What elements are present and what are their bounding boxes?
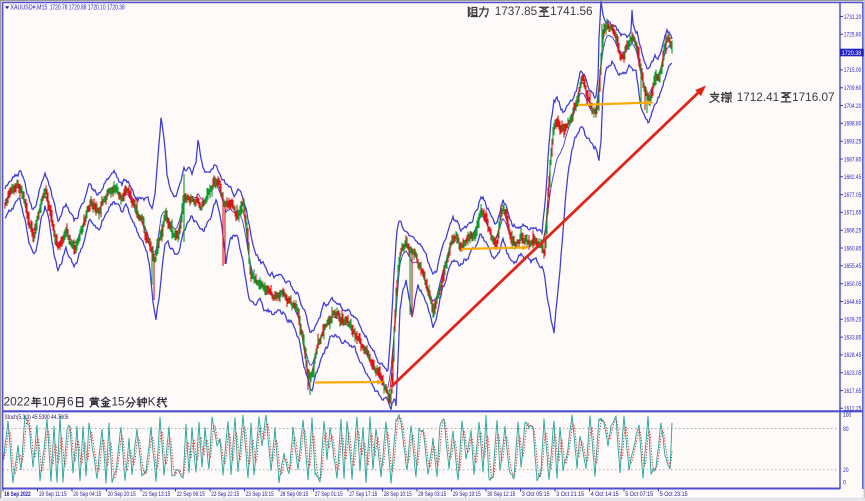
svg-text:1709.60: 1709.60 xyxy=(844,85,862,92)
svg-text:29 Sep 03:15: 29 Sep 03:15 xyxy=(418,491,446,498)
svg-text:15: 15 xyxy=(112,395,125,409)
svg-text:100: 100 xyxy=(843,412,852,419)
svg-text:30 Sep 12:15: 30 Sep 12:15 xyxy=(487,491,515,498)
svg-text:1731.20: 1731.20 xyxy=(844,14,862,21)
svg-text:26 Sep 08:15: 26 Sep 08:15 xyxy=(280,491,308,498)
svg-text:1682.45: 1682.45 xyxy=(844,174,862,181)
svg-text:6: 6 xyxy=(67,395,74,409)
svg-text:23 Sep 15:15: 23 Sep 15:15 xyxy=(246,491,274,498)
svg-text:27 Sep 17:15: 27 Sep 17:15 xyxy=(349,491,377,498)
svg-text:5 Oct 07:15: 5 Oct 07:15 xyxy=(625,491,653,498)
svg-text:1623.05: 1623.05 xyxy=(844,370,862,377)
svg-text:1628.45: 1628.45 xyxy=(844,352,862,359)
svg-text:1720.38: 1720.38 xyxy=(842,50,862,57)
svg-text:1693.25: 1693.25 xyxy=(844,139,862,146)
svg-text:1660.85: 1660.85 xyxy=(844,245,862,252)
svg-text:20 Sep 20:15: 20 Sep 20:15 xyxy=(108,491,136,498)
svg-text:16 Sep 2022: 16 Sep 2022 xyxy=(4,491,31,498)
svg-text:2022: 2022 xyxy=(4,395,31,409)
svg-text:0: 0 xyxy=(843,479,846,486)
svg-text:20 Sep 04:15: 20 Sep 04:15 xyxy=(73,491,101,498)
svg-text:K: K xyxy=(148,395,156,409)
svg-text:3 Oct 05:15: 3 Oct 05:15 xyxy=(522,491,550,498)
svg-text:Stoch(5,3,3) 45.5390 44.7605: Stoch(5,3,3) 45.5390 44.7605 xyxy=(5,415,70,421)
svg-text:80: 80 xyxy=(843,426,849,433)
svg-text:1671.65: 1671.65 xyxy=(844,210,862,217)
svg-text:4 Oct 14:15: 4 Oct 14:15 xyxy=(591,491,619,498)
svg-text:1712.41: 1712.41 xyxy=(737,90,780,104)
svg-text:1716.07: 1716.07 xyxy=(792,90,835,104)
svg-text:1612.25: 1612.25 xyxy=(844,406,862,413)
svg-text:1704.20: 1704.20 xyxy=(844,103,862,110)
svg-text:1633.85: 1633.85 xyxy=(844,334,862,341)
svg-text:1687.85: 1687.85 xyxy=(844,156,862,163)
svg-text:1725.80: 1725.80 xyxy=(844,32,862,39)
svg-text:1655.45: 1655.45 xyxy=(844,263,862,270)
svg-text:19 Sep 11:15: 19 Sep 11:15 xyxy=(39,491,67,498)
svg-text:20: 20 xyxy=(843,467,849,474)
svg-text:21 Sep 13:15: 21 Sep 13:15 xyxy=(142,491,170,498)
svg-text:28 Sep 10:15: 28 Sep 10:15 xyxy=(384,491,412,498)
svg-text:22 Sep 22:15: 22 Sep 22:15 xyxy=(211,491,239,498)
svg-text:22 Sep 06:15: 22 Sep 06:15 xyxy=(177,491,205,498)
svg-text:5 Oct 23:15: 5 Oct 23:15 xyxy=(660,491,688,498)
svg-text:27 Sep 01:15: 27 Sep 01:15 xyxy=(315,491,343,498)
svg-text:1737.85: 1737.85 xyxy=(495,4,538,18)
svg-text:1650.05: 1650.05 xyxy=(844,281,862,288)
svg-text:3 Oct 21:15: 3 Oct 21:15 xyxy=(556,491,584,498)
svg-text:1741.56: 1741.56 xyxy=(550,4,593,18)
svg-text:1715.00: 1715.00 xyxy=(844,67,862,74)
svg-text:1677.05: 1677.05 xyxy=(844,192,862,199)
svg-text:1698.80: 1698.80 xyxy=(844,121,862,128)
svg-text:29 Sep 19:15: 29 Sep 19:15 xyxy=(453,491,481,498)
svg-text:10: 10 xyxy=(42,395,55,409)
svg-text:XAUUSD#,M15: XAUUSD#,M15 xyxy=(10,5,47,12)
svg-text:1617.65: 1617.65 xyxy=(844,388,862,395)
svg-text:1720.78 1720.88 1720.10 1720.3: 1720.78 1720.88 1720.10 1720.38 xyxy=(50,5,125,12)
svg-text:1666.25: 1666.25 xyxy=(844,228,862,235)
svg-text:1644.65: 1644.65 xyxy=(844,299,862,306)
svg-text:1639.25: 1639.25 xyxy=(844,317,862,324)
